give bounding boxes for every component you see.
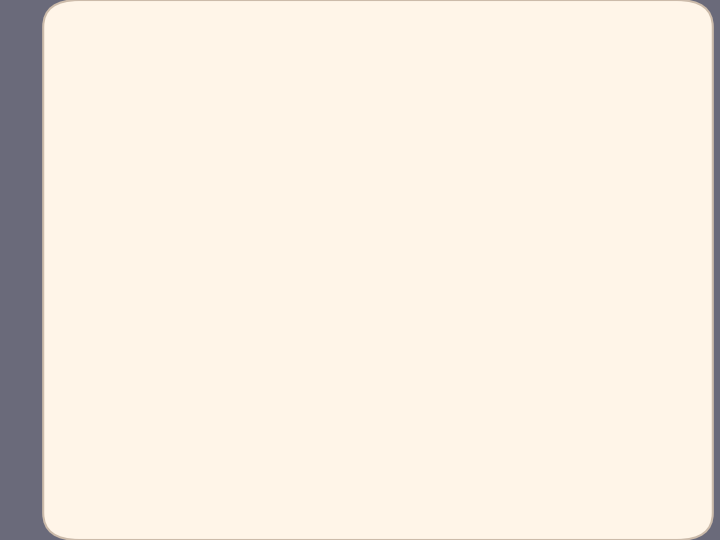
Text: Consider how to find the intervals where the: Consider how to find the intervals where… <box>93 277 656 297</box>
Text: Decreasing Functions: Decreasing Functions <box>176 58 544 87</box>
Text: strictly: strictly <box>464 217 553 237</box>
Text: strictly: strictly <box>464 131 553 151</box>
Text: f ’(x) > 0: f ’(x) > 0 <box>516 105 626 125</box>
Text: and: and <box>454 191 516 211</box>
Text: for: for <box>626 105 670 125</box>
Text: decreasing: decreasing <box>93 243 231 263</box>
Text: If a function is: If a function is <box>93 191 282 211</box>
Text: differentiable: differentiable <box>282 191 454 211</box>
Text: If a function is: If a function is <box>93 105 282 125</box>
Text: Test for Increasing and: Test for Increasing and <box>163 30 557 59</box>
Text: f ’(x) < 0: f ’(x) < 0 <box>516 191 626 211</box>
Text: •: • <box>67 277 83 301</box>
Text: derivative is either negative or positive: derivative is either negative or positiv… <box>93 303 591 323</box>
Text: •: • <box>67 191 83 215</box>
Text: •: • <box>67 105 83 129</box>
Text: for: for <box>626 191 670 211</box>
Text: all x on an interval, then it is: all x on an interval, then it is <box>93 131 464 151</box>
Text: differentiable: differentiable <box>282 105 454 125</box>
Text: all x on an interval, then it is: all x on an interval, then it is <box>93 217 464 237</box>
Text: and: and <box>454 105 516 125</box>
Text: increasing: increasing <box>93 157 223 177</box>
